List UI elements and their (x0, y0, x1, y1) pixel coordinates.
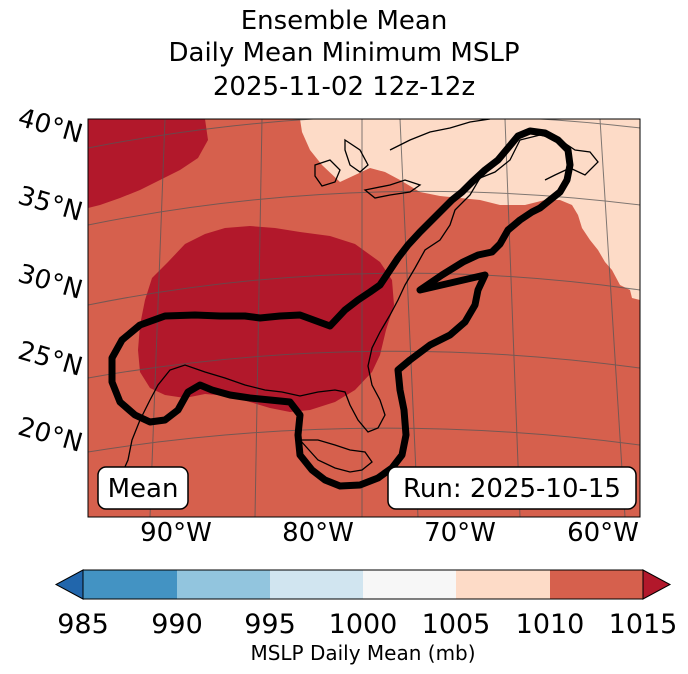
colorbar-over-arrow (642, 569, 672, 600)
colorbar-tick-985: 985 (57, 609, 109, 640)
lat-label-25: 25°N (15, 336, 86, 383)
lon-label-80w: 80°W (282, 518, 354, 548)
colorbar-under-arrow (54, 569, 84, 600)
run-box-label: Run: 2025-10-15 (403, 474, 621, 504)
colorbar: 985 990 995 1000 1005 1010 1015 MSLP Dai… (54, 569, 678, 665)
colorbar-bin-995-1000 (270, 570, 363, 599)
colorbar-tick-1000: 1000 (329, 609, 398, 640)
map-frame (87, 118, 641, 518)
colorbar-frame (82, 569, 644, 600)
title-line-3: 2025-11-02 12z-12z (212, 72, 476, 102)
field-1005-1010 (300, 119, 640, 300)
lat-label-35: 35°N (15, 181, 86, 228)
colorbar-title: MSLP Daily Mean (mb) (250, 641, 475, 665)
colorbar-bin-1010-1015 (550, 570, 643, 599)
field-1015-plus-northwest (88, 119, 208, 208)
mean-box: Mean (97, 466, 189, 510)
longitude-labels: 90°W 80°W 70°W 60°W (140, 518, 639, 548)
title-line-2: Daily Mean Minimum MSLP (168, 38, 520, 68)
colorbar-tick-1010: 1010 (516, 609, 585, 640)
colorbar-tick-1005: 1005 (422, 609, 491, 640)
mean-box-label: Mean (108, 474, 179, 504)
colorbar-tick-995: 995 (244, 609, 296, 640)
run-box: Run: 2025-10-15 (387, 466, 637, 510)
colorbar-tick-1015: 1015 (609, 609, 678, 640)
lat-label-20: 20°N (15, 412, 86, 459)
colorbar-tick-990: 990 (151, 609, 203, 640)
lat-label-30: 30°N (15, 259, 86, 306)
colorbar-bin-1005-1010 (456, 570, 550, 599)
mslp-contour-outline (108, 127, 574, 490)
colorbar-bin-985-990 (83, 570, 177, 599)
colorbar-bin-1000-1005 (363, 570, 456, 599)
lon-label-60w: 60°W (567, 518, 639, 548)
title-line-1: Ensemble Mean (240, 6, 448, 36)
latitude-labels: 40°N 35°N 30°N 25°N 20°N (15, 103, 86, 459)
map-panel: Mean Run: 2025-10-15 (88, 119, 640, 517)
lon-label-90w: 90°W (140, 518, 212, 548)
lon-label-70w: 70°W (424, 518, 496, 548)
colorbar-bin-990-995 (177, 570, 270, 599)
lat-label-40: 40°N (15, 103, 86, 150)
